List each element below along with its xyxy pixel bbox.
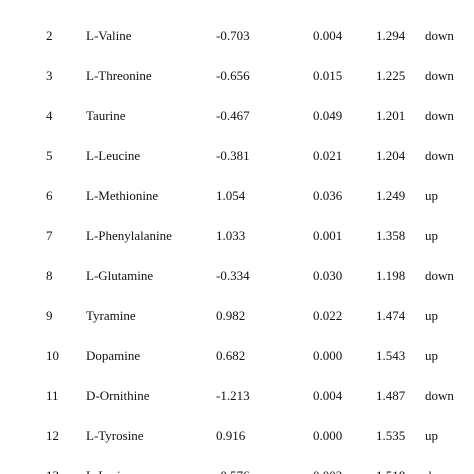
- regulation: up: [425, 348, 438, 363]
- p-value: 0.000: [313, 348, 343, 363]
- regulation: down: [425, 468, 454, 474]
- vip-score: 1.543: [376, 348, 406, 363]
- row-number: 4: [46, 108, 53, 123]
- row-number: 7: [46, 228, 53, 243]
- vip-score: 1.487: [376, 388, 406, 403]
- regulation: up: [425, 428, 438, 443]
- vip-score: 1.518: [376, 468, 405, 474]
- metabolite-name: L-Leucine: [86, 148, 141, 163]
- vip-score: 1.358: [376, 228, 406, 243]
- regulation: down: [425, 388, 454, 403]
- regulation: up: [425, 188, 438, 203]
- metabolite-name: Tyramine: [86, 308, 136, 323]
- fold-change: 0.982: [216, 308, 246, 323]
- p-value: 0.000: [313, 428, 343, 443]
- regulation: down: [425, 108, 454, 123]
- regulation: down: [425, 148, 454, 163]
- fold-change: 1.033: [216, 228, 246, 243]
- regulation: up: [425, 228, 438, 243]
- vip-score: 1.294: [376, 28, 406, 43]
- regulation: down: [425, 68, 454, 83]
- regulation: up: [425, 308, 438, 323]
- vip-score: 1.535: [376, 428, 406, 443]
- p-value: 0.015: [313, 68, 343, 83]
- regulation: down: [425, 268, 454, 283]
- p-value: 0.049: [313, 108, 343, 123]
- row-number: 10: [46, 348, 59, 363]
- regulation: down: [425, 28, 454, 43]
- vip-score: 1.198: [376, 268, 406, 283]
- metabolite-name: D-Ornithine: [86, 388, 150, 403]
- metabolite-name: L-Tyrosine: [86, 428, 144, 443]
- fold-change: 0.916: [216, 428, 246, 443]
- metabolite-name: L-Glutamine: [86, 268, 154, 283]
- fold-change: -0.381: [216, 148, 250, 163]
- fold-change: 1.054: [216, 188, 246, 203]
- metabolite-name: Dopamine: [86, 348, 141, 363]
- row-number: 11: [46, 388, 59, 403]
- row-number: 2: [46, 28, 53, 43]
- metabolite-name: L-Methionine: [86, 188, 159, 203]
- p-value: 0.036: [313, 188, 343, 203]
- vip-score: 1.249: [376, 188, 406, 203]
- row-number: 9: [46, 308, 53, 323]
- p-value: 0.001: [313, 228, 343, 243]
- fold-change: -0.576: [216, 468, 250, 474]
- p-value: 0.004: [313, 28, 343, 43]
- metabolite-name: L-Lysine: [86, 468, 133, 474]
- fold-change: 0.682: [216, 348, 246, 363]
- p-value: 0.004: [313, 388, 343, 403]
- vip-score: 1.474: [376, 308, 406, 323]
- vip-score: 1.201: [376, 108, 406, 123]
- metabolite-name: L-Phenylalanine: [86, 228, 172, 243]
- p-value: 0.021: [313, 148, 343, 163]
- metabolite-name: L-Threonine: [86, 68, 152, 83]
- row-number: 6: [46, 188, 53, 203]
- fold-change: -1.213: [216, 388, 250, 403]
- p-value: 0.002: [313, 468, 342, 474]
- metabolite-name: Taurine: [86, 108, 126, 123]
- fold-change: -0.656: [216, 68, 250, 83]
- metabolite-name: L-Valine: [86, 28, 132, 43]
- row-number: 13: [46, 468, 59, 474]
- vip-score: 1.204: [376, 148, 406, 163]
- row-number: 5: [46, 148, 53, 163]
- p-value: 0.030: [313, 268, 343, 283]
- fold-change: -0.467: [216, 108, 250, 123]
- vip-score: 1.225: [376, 68, 406, 83]
- p-value: 0.022: [313, 308, 343, 323]
- fold-change: -0.334: [216, 268, 250, 283]
- row-number: 3: [46, 68, 53, 83]
- row-number: 8: [46, 268, 53, 283]
- fold-change: -0.703: [216, 28, 250, 43]
- row-number: 12: [46, 428, 59, 443]
